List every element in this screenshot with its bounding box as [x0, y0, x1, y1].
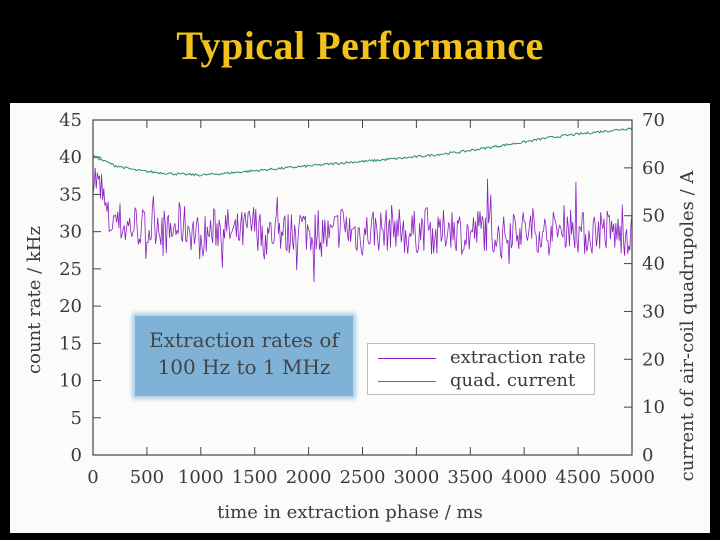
- y-tick-label: 45: [59, 110, 82, 131]
- y2-tick-label: 40: [642, 254, 665, 275]
- chart: 0 500 1000 1500 2000 2500 3000 3500 4000 4500 5000…: [24, 110, 698, 523]
- y2-axis-label: current of air-coil quadrupoles / A: [677, 170, 698, 482]
- x-tick-label: 2500: [340, 467, 386, 488]
- legend-entry-quad-current: quad. current: [368, 371, 594, 391]
- extraction-rates-callout: Extraction rates of 100 Hz to 1 MHz: [135, 316, 353, 396]
- y-tick-label: 35: [59, 184, 82, 205]
- y2-tick-label: 20: [642, 349, 665, 370]
- callout-line-2: 100 Hz to 1 MHz: [157, 355, 331, 379]
- series-line-quad-current: [92, 127, 633, 177]
- y-tick-label: 5: [71, 408, 82, 429]
- y2-tick-label: 70: [642, 110, 665, 131]
- x-tick-label: 500: [130, 467, 164, 488]
- series-line-extraction-rate: [92, 167, 633, 283]
- chart-legend: extraction rate quad. current: [367, 343, 595, 395]
- y2-tick-label: 30: [642, 301, 665, 322]
- x-axis-label: time in extraction phase / ms: [217, 502, 483, 523]
- x-tick-label: 4500: [555, 467, 601, 488]
- y-tick-label: 10: [59, 371, 82, 392]
- slide-title: Typical Performance: [176, 23, 544, 68]
- y-axis-label: count rate / kHz: [24, 226, 45, 374]
- y-tick-label: 40: [59, 147, 82, 168]
- x-tick-label: 2000: [286, 467, 332, 488]
- legend-swatch-extraction-rate: [378, 358, 436, 359]
- y-tick-label: 30: [59, 222, 82, 243]
- y2-tick-label: 10: [642, 397, 665, 418]
- x-tick-label: 3500: [447, 467, 493, 488]
- x-tick-label: 5000: [609, 467, 655, 488]
- y-tick-label: 15: [59, 333, 82, 354]
- legend-swatch-quad-current: [378, 381, 436, 382]
- legend-label-extraction-rate: extraction rate: [450, 347, 586, 368]
- y2-tick-label: 0: [642, 445, 653, 466]
- chart-panel: 0 500 1000 1500 2000 2500 3000 3500 4000 4500 5000…: [10, 103, 710, 533]
- x-tick-label: 4000: [501, 467, 547, 488]
- x-tick-label: 3000: [393, 467, 439, 488]
- legend-entry-extraction-rate: extraction rate: [368, 348, 594, 368]
- y-tick-label: 0: [71, 445, 82, 466]
- x-tick-label: 0: [87, 467, 98, 488]
- y2-tick-label: 50: [642, 206, 665, 227]
- y-tick-label: 25: [59, 259, 82, 280]
- x-tick-label: 1000: [178, 467, 224, 488]
- plot-frame: [92, 119, 633, 456]
- callout-line-1: Extraction rates of: [149, 328, 339, 352]
- y2-tick-label: 60: [642, 158, 665, 179]
- legend-label-quad-current: quad. current: [450, 370, 576, 391]
- y-tick-label: 20: [59, 296, 82, 317]
- x-tick-label: 1500: [232, 467, 278, 488]
